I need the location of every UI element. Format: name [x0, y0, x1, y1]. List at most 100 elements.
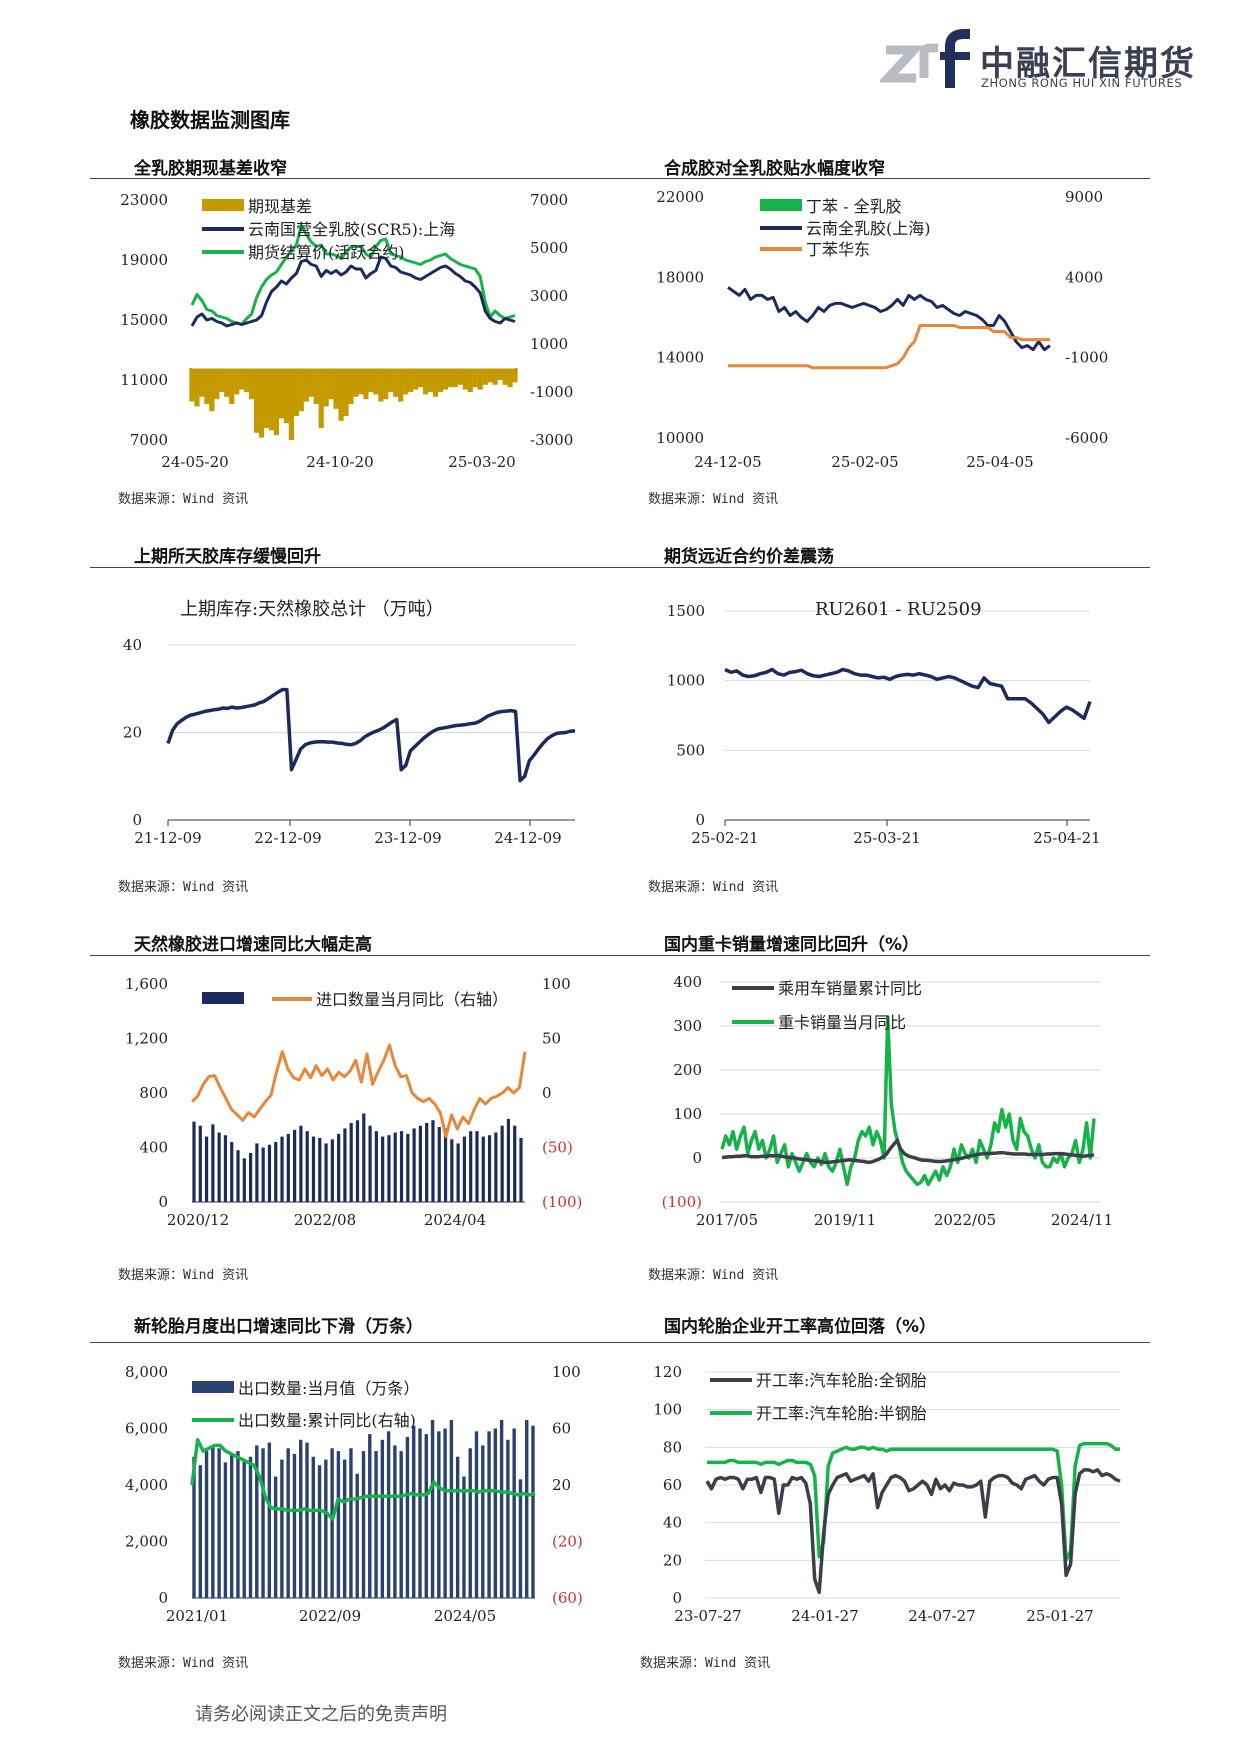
c8-legend-label: 开工率:汽车轮胎:半钢胎 [756, 1404, 927, 1423]
c5-import-bar [204, 1136, 209, 1202]
c5-import-bar [456, 1143, 460, 1202]
c1-basis-bar [224, 368, 230, 397]
c2-y2-tick: 4000 [1065, 268, 1103, 286]
c1-basis-bar [234, 368, 240, 395]
c2-y2-tick: -1000 [1065, 349, 1108, 367]
c1-basis-bar [298, 368, 304, 412]
c5-import-bar [355, 1120, 360, 1202]
c2-y-tick: 10000 [656, 429, 704, 447]
c4-y-tick: 1500 [667, 602, 705, 620]
c1-basis-bar [249, 368, 255, 400]
c1-basis-bar [447, 368, 453, 388]
c1-basis-bar [388, 368, 394, 392]
divider-row-3 [90, 955, 1150, 956]
c1-basis-bar [239, 368, 245, 390]
c1-basis-bar [378, 368, 384, 402]
c8-series-line [705, 1468, 1121, 1595]
c5-import-bar [305, 1131, 309, 1202]
c7-y-tick: 8,000 [125, 1363, 168, 1381]
chart-3-source: 数据来源：Wind 资讯 [118, 880, 249, 895]
c2-legend-label: 丁苯 - 全乳胶 [806, 197, 902, 216]
c1-basis-bar [417, 368, 424, 388]
divider-row-1 [90, 178, 1150, 179]
c2-x-tick: 25-02-05 [831, 453, 898, 471]
c2-x-tick: 25-04-05 [966, 453, 1033, 471]
chart-4-title: 期货远近合约价差震荡 [664, 547, 834, 567]
c7-export-bar [393, 1445, 397, 1598]
c1-basis-bar [308, 368, 314, 397]
c1-y2-tick: 1000 [530, 335, 568, 353]
c5-import-bar [242, 1158, 246, 1202]
c1-basis-bar [199, 368, 205, 397]
c1-basis-bar [373, 368, 379, 395]
c1-y2-tick: -1000 [530, 383, 573, 401]
c5-y2-tick: 50 [542, 1030, 561, 1048]
c7-export-bar [487, 1431, 491, 1598]
c7-export-bar [267, 1442, 272, 1598]
c1-basis-bar [254, 368, 260, 433]
c8-y-tick: 20 [663, 1551, 682, 1569]
c1-y2-tick: -3000 [530, 431, 573, 449]
c7-y2-tick: 100 [552, 1363, 581, 1381]
c1-basis-bar [293, 368, 299, 416]
c3-x-tick: 24-12-09 [494, 829, 561, 847]
c5-import-bar [311, 1136, 316, 1202]
c7-export-bar [449, 1420, 454, 1598]
c3-x-tick: 23-12-09 [374, 829, 441, 847]
c6-y-tick: 400 [673, 973, 702, 991]
c3-inner-title: 上期库存:天然橡胶总计 （万吨） [180, 599, 444, 620]
c5-import-bar [286, 1133, 290, 1202]
chart-3-title: 上期所天胶库存缓慢回升 [134, 547, 321, 567]
c4-inner-title: RU2601 - RU2509 [815, 599, 982, 620]
c6-y-tick: 300 [673, 1017, 702, 1035]
chart-tire-operating-rate: 120 100 80 60 40 20 023-07-27 24-01-27 24-07-27 2… [653, 1363, 1121, 1625]
c1-basis-bar [303, 368, 309, 402]
divider-row-4 [90, 1342, 1150, 1343]
c7-export-bar [531, 1425, 535, 1598]
c5-y2-tick: 100 [542, 975, 571, 993]
c7-export-bar [368, 1434, 372, 1598]
c2-legend-label: 丁苯华东 [806, 240, 870, 259]
c5-import-bar [255, 1143, 259, 1202]
c7-export-bar [286, 1448, 290, 1598]
c5-legend-swatch [202, 992, 244, 1004]
c1-legend-label: 期现基差 [248, 197, 312, 216]
c1-basis-bar [408, 368, 414, 392]
c7-export-bar [399, 1451, 403, 1598]
c1-basis-bar [437, 368, 444, 392]
c4-y-tick: 1000 [667, 672, 705, 690]
c5-import-bar [217, 1132, 221, 1202]
c5-import-bar [349, 1122, 353, 1202]
c1-y2-tick: 5000 [530, 239, 568, 257]
c8-y-tick: 80 [663, 1438, 682, 1456]
c7-yoy-line [190, 1438, 536, 1521]
c7-export-bar [474, 1431, 479, 1598]
c1-basis-bar [229, 368, 235, 404]
page-title: 橡胶数据监测图库 [130, 108, 290, 132]
c5-import-bar [431, 1120, 435, 1202]
c7-export-bar [499, 1420, 504, 1598]
c1-basis-bar [507, 368, 513, 388]
c2-y-tick: 22000 [656, 188, 704, 206]
c7-export-bar [317, 1465, 322, 1598]
c3-inventory-line [166, 687, 576, 783]
c7-export-bar [236, 1451, 240, 1598]
c7-export-bar [280, 1459, 284, 1598]
c5-y-tick: 400 [139, 1139, 168, 1157]
c7-export-bar [229, 1453, 234, 1598]
c7-export-bar [506, 1439, 510, 1598]
company-logo [880, 29, 970, 88]
c5-import-bar [513, 1125, 517, 1202]
c7-y2-tick: (20) [552, 1533, 583, 1551]
c4-y-tick: 0 [695, 811, 705, 829]
c1-basis-bar [432, 368, 439, 397]
c1-basis-bar [204, 368, 210, 404]
c7-export-bar [443, 1428, 447, 1598]
c4-y-tick: 500 [676, 741, 705, 759]
c1-basis-bar [398, 368, 404, 402]
c8-y-tick: 120 [653, 1363, 682, 1381]
c7-export-bar [512, 1428, 516, 1598]
c3-y-tick: 0 [132, 811, 142, 829]
c3-y-tick: 20 [123, 724, 142, 742]
c6-legend-label: 重卡销量当月同比 [778, 1013, 906, 1032]
